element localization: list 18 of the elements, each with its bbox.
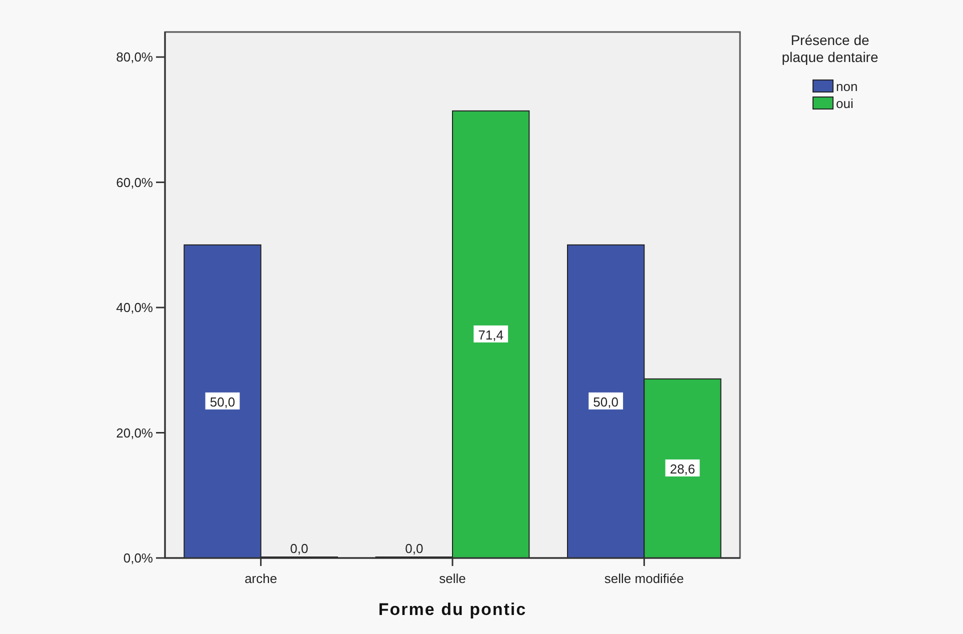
y-tick-label: 60,0% — [116, 174, 154, 190]
data-label: 50,0 — [210, 394, 236, 410]
data-label: 28,6 — [670, 461, 696, 476]
data-label: 71,4 — [478, 327, 504, 342]
data-label: 0,0 — [405, 541, 424, 556]
x-tick-label: arche — [244, 571, 278, 586]
data-label: 0,0 — [290, 541, 308, 556]
x-axis-title: Forme du pontic — [378, 600, 527, 619]
y-tick-label: 40,0% — [116, 300, 154, 316]
legend-label: oui — [836, 96, 854, 111]
x-tick-label: selle — [439, 571, 466, 586]
data-label: 50,0 — [593, 394, 618, 410]
y-tick-label: 80,0% — [116, 50, 154, 65]
legend-label: non — [836, 79, 858, 94]
x-tick-label: selle modifiée — [604, 571, 684, 586]
legend-title: Présence de plaque dentaire — [782, 32, 878, 65]
y-tick-label: 0,0% — [123, 550, 154, 566]
y-tick-label: 20,0% — [116, 425, 154, 440]
